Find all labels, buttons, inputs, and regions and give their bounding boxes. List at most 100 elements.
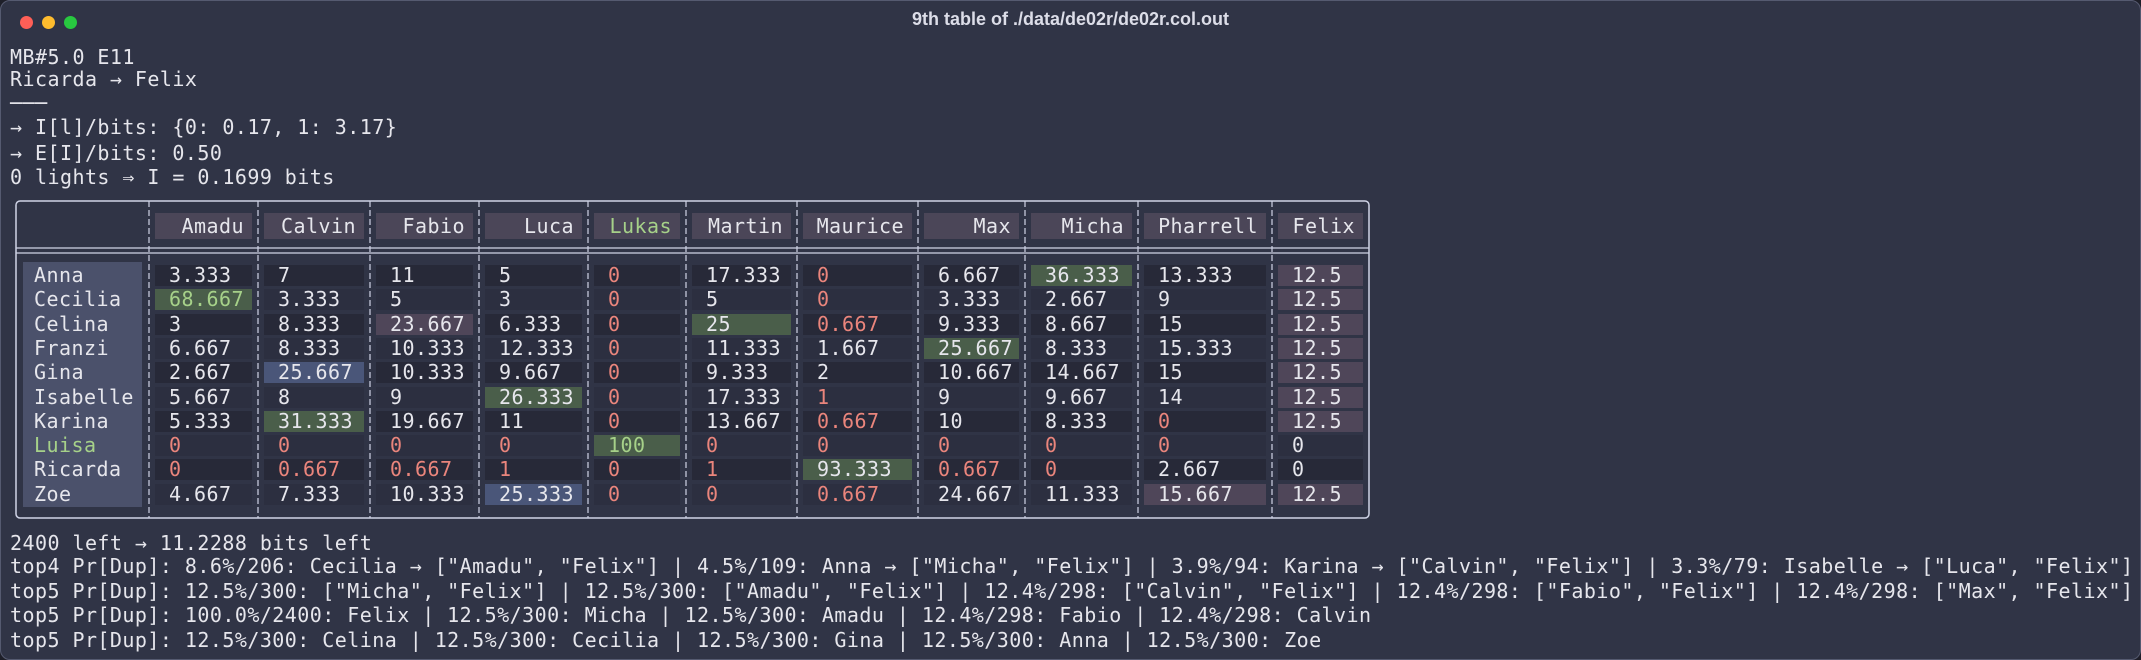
cell-bg (1278, 362, 1363, 384)
cell: 14.667 (1045, 360, 1120, 385)
cell: 0 (608, 263, 621, 287)
cell-bg (594, 362, 680, 384)
cell-bg (1278, 435, 1363, 457)
row-header: Ricarda (34, 457, 122, 482)
cell: 5 (390, 287, 403, 312)
header-line: MB#5.0 E11 (10, 45, 135, 69)
cell-bg (155, 337, 252, 359)
footer-line: top5 Pr[Dup]: 12.5%/300: ["Micha", "Feli… (10, 579, 2134, 603)
cell-bg (924, 289, 1019, 311)
cell-bg (485, 337, 582, 359)
cell-bg (692, 435, 791, 457)
cell: 0 (817, 287, 830, 312)
cell-bg (485, 459, 582, 481)
cell: 5.667 (169, 384, 232, 409)
cell: 11 (499, 408, 524, 433)
column-header: Pharrell (1158, 214, 1258, 238)
cell: 0 (817, 263, 830, 287)
cell-bg (1144, 483, 1266, 505)
row-header-bg (23, 262, 142, 507)
cell: 12.5 (1292, 311, 1342, 336)
cell: 6.667 (938, 263, 1001, 287)
row-header: Zoe (34, 481, 72, 506)
cell: 0 (706, 481, 719, 506)
row-header: Karina (34, 408, 109, 433)
column-header-bg (1278, 213, 1363, 239)
cell: 15 (1158, 311, 1183, 336)
column-header: Lukas (609, 214, 672, 238)
cell-bg (1031, 362, 1132, 384)
cell-bg (485, 289, 582, 311)
cell: 10.333 (390, 335, 465, 360)
row-header: Celina (34, 311, 109, 336)
header-line: ─── (10, 91, 48, 115)
cell-bg (924, 410, 1019, 432)
cell-bg (924, 313, 1019, 335)
column-header: Maurice (816, 214, 904, 238)
cell-bg (485, 410, 582, 432)
cell-bg (594, 265, 680, 286)
cell: 9.667 (499, 360, 562, 385)
cell: 0 (817, 433, 830, 458)
footer-line: top5 Pr[Dup]: 12.5%/300: Celina | 12.5%/… (10, 628, 1322, 652)
cell: 12.5 (1292, 481, 1342, 506)
cell-bg (485, 483, 582, 505)
cell: 19.667 (390, 408, 465, 433)
row-header: Anna (34, 263, 84, 287)
cell-bg (264, 289, 364, 311)
cell: 0 (1158, 408, 1171, 433)
cell: 15.667 (1158, 481, 1233, 506)
close-button[interactable] (20, 16, 33, 29)
cell-bg (692, 483, 791, 505)
cell-bg (264, 313, 364, 335)
cell: 3 (499, 287, 512, 312)
cell: 11 (390, 263, 415, 287)
cell-bg (264, 265, 364, 286)
row-header: Luisa (34, 433, 97, 458)
cell: 0 (1045, 433, 1058, 458)
column-header: Amadu (181, 214, 244, 238)
cell: 25 (706, 311, 731, 336)
cell: 1 (706, 457, 719, 482)
cell-bg (376, 483, 473, 505)
cell: 0 (608, 335, 621, 360)
cell: 0.667 (938, 457, 1001, 482)
cell-bg (485, 435, 582, 457)
cell-bg (376, 410, 473, 432)
cell: 12.5 (1292, 360, 1342, 385)
cell: 11.333 (1045, 481, 1120, 506)
cell-bg (924, 386, 1019, 408)
cell: 0 (1045, 457, 1058, 482)
cell-bg (155, 410, 252, 432)
cell-bg (803, 483, 912, 505)
cell-bg (155, 386, 252, 408)
cell-bg (924, 435, 1019, 457)
cell-bg (485, 386, 582, 408)
cell-bg (803, 289, 912, 311)
cell-bg (1278, 265, 1363, 286)
cell: 0.667 (817, 311, 880, 336)
cell-bg (376, 362, 473, 384)
cell: 2.667 (1045, 287, 1108, 312)
cell-bg (1144, 386, 1266, 408)
cell-bg (1144, 265, 1266, 286)
cell-bg (1278, 337, 1363, 359)
minimize-button[interactable] (42, 16, 55, 29)
header-line: 0 lights ⇒ I = 0.1699 bits (10, 165, 335, 189)
column-header-bg (485, 213, 582, 239)
cell: 2.667 (1158, 457, 1221, 482)
zoom-button[interactable] (64, 16, 77, 29)
cell-bg (1144, 435, 1266, 457)
cell: 3.333 (278, 287, 341, 312)
column-header-bg (924, 213, 1019, 239)
cell: 10 (938, 408, 963, 433)
cell: 0 (608, 311, 621, 336)
cell-bg (803, 313, 912, 335)
cell-bg (376, 289, 473, 311)
cell: 0.667 (817, 481, 880, 506)
window-title: 9th table of ./data/de02r/de02r.col.out (911, 9, 1230, 29)
cell: 9.667 (1045, 384, 1108, 409)
cell: 31.333 (278, 408, 353, 433)
cell: 100 (608, 433, 646, 458)
cell: 0.667 (278, 457, 341, 482)
